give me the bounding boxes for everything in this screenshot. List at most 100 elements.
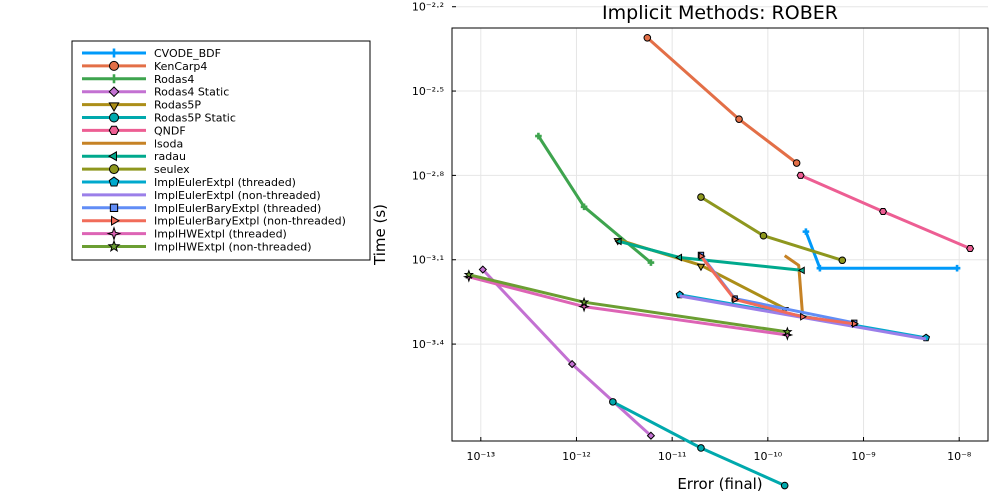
legend-entry: ImplHWExtpl (threaded) <box>82 226 287 242</box>
y-tick-label: 10⁻²·² <box>412 1 444 14</box>
data-point <box>879 208 888 216</box>
y-tick-label: 10⁻²·⁵ <box>412 85 444 98</box>
series-4 <box>478 265 656 440</box>
legend-marker <box>108 102 120 112</box>
data-point <box>796 171 805 179</box>
legend-marker <box>107 239 121 253</box>
legend-entry: ImplEulerExtpl (threaded) <box>82 176 296 189</box>
data-point <box>580 203 588 211</box>
series-line <box>612 400 786 487</box>
legend-label: lsoda <box>154 137 183 150</box>
legend-label: Rodas4 Static <box>154 86 229 99</box>
x-tick-label: 10⁻⁸ <box>947 450 972 463</box>
legend-label: ImplEulerBaryExtpl (non-threaded) <box>154 215 346 228</box>
legend-entry: ImplHWExtpl (non-threaded) <box>82 239 312 254</box>
series-5 <box>613 238 789 315</box>
legend-marker <box>108 125 120 135</box>
x-tick-label: 10⁻¹⁰ <box>754 450 783 463</box>
data-point <box>732 295 740 304</box>
data-point <box>816 264 824 272</box>
legend-label: ImplHWExtpl (non-threaded) <box>154 241 312 254</box>
series-7 <box>796 171 975 252</box>
x-axis: 10⁻¹³ 10⁻¹² 10⁻¹¹ 10⁻¹⁰ 10⁻⁹ 10⁻⁸ <box>466 437 972 463</box>
data-point <box>782 326 793 337</box>
series-line <box>481 268 652 437</box>
legend-entry: Rodas5P Static <box>82 112 236 125</box>
data-point <box>797 266 805 275</box>
legend-marker <box>109 203 119 212</box>
plot-frame <box>451 27 989 442</box>
data-point <box>614 237 622 246</box>
legend-label: radau <box>154 150 186 163</box>
data-point <box>698 252 706 261</box>
data-point <box>675 253 683 262</box>
data-point <box>478 265 487 274</box>
legend-entry: ImplEulerBaryExtpl (non-threaded) <box>82 215 346 228</box>
legend-entry: Rodas4 <box>82 73 194 86</box>
data-point <box>802 228 810 235</box>
series-line <box>700 195 843 262</box>
legend-label: ImplEulerExtpl (non-threaded) <box>154 189 321 202</box>
legend-label: CVODE_BDF <box>154 47 221 60</box>
legend-marker <box>109 164 119 175</box>
data-point <box>609 398 617 406</box>
legend-entry: Rodas4 Static <box>82 86 229 99</box>
legend-entry: lsoda <box>82 137 183 150</box>
legend-marker <box>106 226 122 242</box>
data-point <box>697 193 705 201</box>
series-line <box>804 231 958 270</box>
data-point <box>647 259 655 266</box>
data-point <box>780 481 789 490</box>
legend-marker <box>108 86 120 98</box>
data-point <box>646 431 656 440</box>
legend-entry: CVODE_BDF <box>82 47 221 60</box>
grid <box>452 6 988 441</box>
x-axis-label: Error (final) <box>677 475 762 493</box>
series-2 <box>643 33 801 167</box>
series-group <box>462 33 975 490</box>
series-16 <box>463 269 793 337</box>
legend-entry: radau <box>82 150 186 163</box>
x-tick-label: 10⁻¹³ <box>466 450 495 463</box>
data-point <box>966 244 975 252</box>
data-point <box>578 296 590 307</box>
series-14 <box>698 252 859 328</box>
y-tick-label: 10⁻²·⁸ <box>412 169 445 182</box>
x-tick-label: 10⁻¹¹ <box>658 450 687 463</box>
legend-marker <box>109 74 119 84</box>
legend-label: QNDF <box>154 124 186 137</box>
legend-label: Rodas5P <box>154 99 201 112</box>
y-axis: 10⁻³·⁴ 10⁻³·¹ 10⁻²·⁸ 10⁻²·⁵ 10⁻²·² <box>412 1 456 351</box>
data-point <box>463 269 474 280</box>
legend-label: Rodas4 <box>154 73 194 86</box>
series-10 <box>697 193 847 265</box>
y-tick-label: 10⁻³·¹ <box>412 254 444 267</box>
y-tick-label: 10⁻³·⁴ <box>412 338 445 351</box>
legend-marker <box>109 48 119 58</box>
series-line <box>699 255 855 326</box>
data-point <box>697 444 705 452</box>
y-axis-label: Time (s) <box>371 204 389 266</box>
series-line <box>783 254 804 314</box>
data-point <box>535 132 542 140</box>
legend-label: ImplHWExtpl (threaded) <box>154 228 287 241</box>
series-line <box>646 36 798 165</box>
legend-label: ImplEulerBaryExtpl (threaded) <box>154 202 321 215</box>
legend-marker <box>111 215 120 226</box>
series-1 <box>802 228 961 272</box>
data-point <box>851 319 859 328</box>
legend-label: ImplEulerExtpl (threaded) <box>154 176 296 189</box>
data-point <box>578 300 590 313</box>
x-tick-label: 10⁻⁹ <box>851 450 875 463</box>
x-tick-label: 10⁻¹² <box>562 450 591 463</box>
legend-label: seulex <box>154 163 190 176</box>
legend-entry: Rodas5P <box>82 99 201 112</box>
legend-marker <box>108 176 120 187</box>
legend-entry: ImplEulerExtpl (non-threaded) <box>82 189 321 202</box>
legend-label: KenCarp4 <box>154 60 207 73</box>
legend-label: Rodas5P Static <box>154 112 236 125</box>
data-point <box>735 115 743 123</box>
data-point <box>838 256 847 265</box>
